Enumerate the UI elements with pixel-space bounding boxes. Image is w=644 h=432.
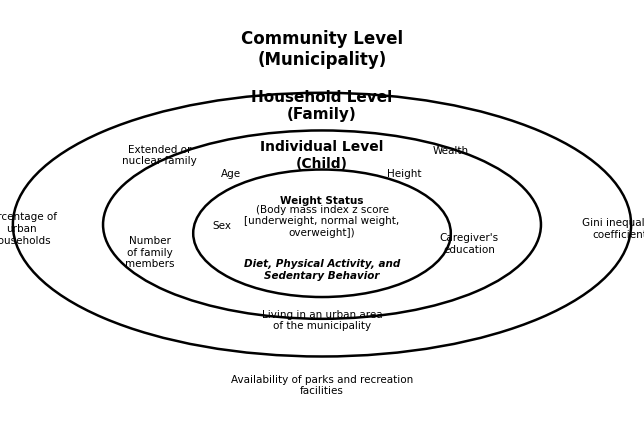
Text: Individual Level
(Child): Individual Level (Child) (260, 140, 384, 171)
Text: Extended or
nuclear family: Extended or nuclear family (122, 145, 197, 166)
Text: Percentage of
urban
households: Percentage of urban households (0, 213, 57, 245)
Text: Height: Height (387, 168, 422, 179)
Text: Caregiver's
education: Caregiver's education (439, 233, 498, 255)
Text: Household Level
(Family): Household Level (Family) (251, 90, 393, 122)
Text: Living in an urban area
of the municipality: Living in an urban area of the municipal… (261, 310, 383, 331)
Text: Availability of parks and recreation
facilities: Availability of parks and recreation fac… (231, 375, 413, 396)
Text: Age: Age (220, 168, 241, 179)
Text: Community Level
(Municipality): Community Level (Municipality) (241, 30, 403, 69)
Text: Gini inequality
coefficient: Gini inequality coefficient (582, 218, 644, 240)
Text: (Body mass index z score
[underweight, normal weight,
overweight]): (Body mass index z score [underweight, n… (244, 205, 400, 238)
Text: Sex: Sex (213, 220, 232, 231)
Text: Weight Status: Weight Status (280, 196, 364, 206)
Text: Diet, Physical Activity, and
Sedentary Behavior: Diet, Physical Activity, and Sedentary B… (244, 259, 400, 281)
Text: Wealth: Wealth (433, 146, 469, 156)
Text: Number
of family
members: Number of family members (126, 236, 175, 269)
